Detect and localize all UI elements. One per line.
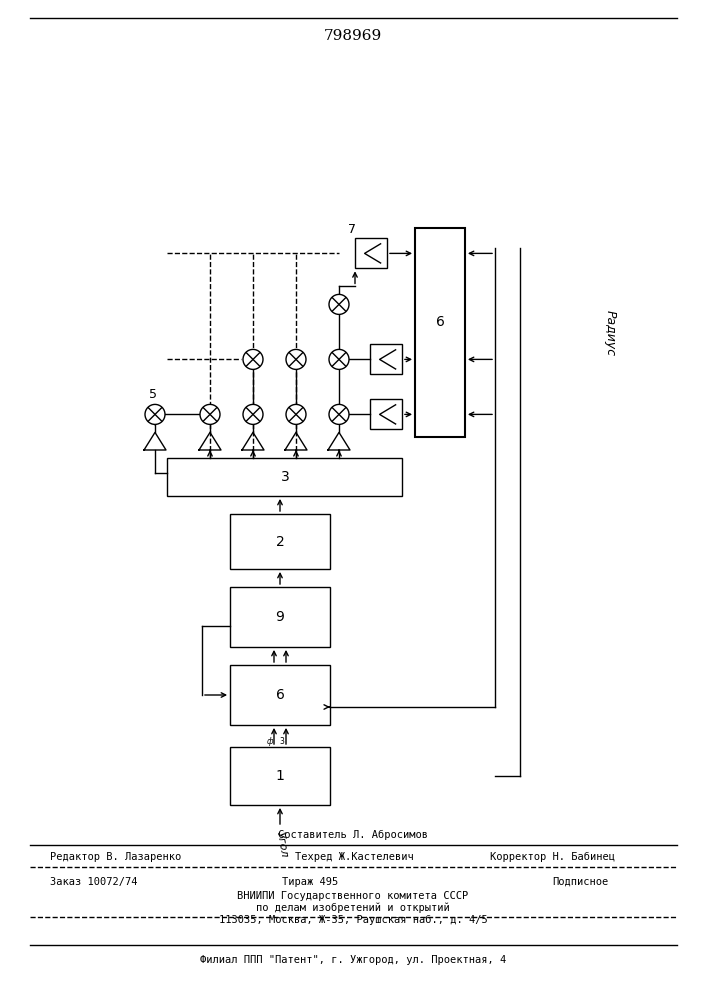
Text: 113035, Москва, Ж-35, Раушская наб., д. 4/5: 113035, Москва, Ж-35, Раушская наб., д. … (218, 915, 487, 925)
Text: 6: 6 (436, 315, 445, 329)
Text: Составитель Л. Абросимов: Составитель Л. Абросимов (278, 830, 428, 840)
Circle shape (200, 404, 220, 424)
Text: Тираж 495: Тираж 495 (282, 877, 338, 887)
Text: Заказ 10072/74: Заказ 10072/74 (50, 877, 137, 887)
Circle shape (329, 294, 349, 314)
Bar (168, 458, 402, 496)
Bar (230, 747, 330, 805)
Text: Подписное: Подписное (552, 877, 608, 887)
Bar (370, 344, 402, 374)
Circle shape (286, 349, 306, 369)
Text: ф: ф (267, 737, 273, 746)
Circle shape (145, 404, 165, 424)
Circle shape (243, 404, 263, 424)
Bar (230, 587, 330, 647)
Bar (415, 228, 465, 437)
Bar (230, 514, 330, 569)
Text: 7: 7 (348, 223, 356, 236)
Circle shape (286, 404, 306, 424)
Text: Филиал ППП "Патент", г. Ужгород, ул. Проектная, 4: Филиал ППП "Патент", г. Ужгород, ул. Про… (200, 955, 506, 965)
Text: Корректор Н. Бабинец: Корректор Н. Бабинец (490, 852, 615, 862)
Text: 1: 1 (276, 769, 284, 783)
Text: по делам изобретений и открытий: по делам изобретений и открытий (256, 903, 450, 913)
Text: 5: 5 (149, 388, 157, 401)
Text: ВНИИПИ Государственного комитета СССР: ВНИИПИ Государственного комитета СССР (238, 891, 469, 901)
Text: Техред Ж.Кастелевич: Техред Ж.Кастелевич (295, 852, 414, 862)
Text: 798969: 798969 (324, 29, 382, 43)
Text: 4: 4 (149, 416, 157, 429)
Circle shape (329, 349, 349, 369)
Circle shape (243, 349, 263, 369)
Text: Редактор В. Лазаренко: Редактор В. Лазаренко (50, 852, 181, 862)
Text: 6: 6 (276, 688, 284, 702)
Text: Угол: Угол (275, 831, 289, 859)
Circle shape (329, 404, 349, 424)
Text: Радиус: Радиус (604, 310, 617, 356)
Bar (230, 665, 330, 725)
Text: 2: 2 (276, 534, 284, 548)
Text: 3: 3 (281, 470, 289, 484)
Text: 9: 9 (276, 610, 284, 624)
Text: 3: 3 (279, 737, 284, 746)
Bar (355, 238, 387, 268)
Bar (370, 399, 402, 429)
